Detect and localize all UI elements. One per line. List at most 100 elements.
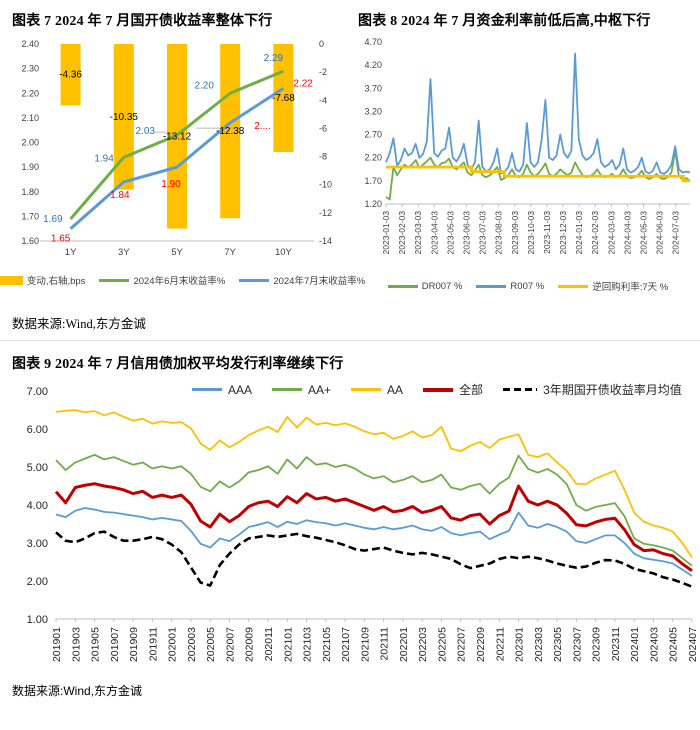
svg-text:2023-01-03: 2023-01-03 [381, 211, 391, 255]
svg-text:3.20: 3.20 [364, 106, 382, 116]
svg-text:1Y: 1Y [65, 247, 77, 258]
svg-text:202303: 202303 [533, 627, 545, 662]
svg-text:2.30: 2.30 [21, 64, 39, 74]
svg-text:202401: 202401 [629, 627, 641, 662]
svg-text:202203: 202203 [417, 627, 429, 662]
legend-swatch-icon [0, 275, 23, 285]
legend-swatch-icon [272, 388, 303, 391]
svg-text:202403: 202403 [648, 627, 660, 662]
svg-text:202201: 202201 [398, 627, 410, 662]
svg-text:202301: 202301 [514, 627, 526, 662]
figure7-chart: 2.40 2.30 2.20 2.10 2.00 1.90 1.80 1.70 1.60 0 -2 -… [21, 39, 332, 258]
svg-text:201905: 201905 [90, 627, 102, 662]
svg-text:202305: 202305 [552, 627, 564, 662]
figure7-legend: 变动,右轴,bps 2024年6月末收益率% 2024年7月末收益率% [0, 273, 365, 287]
legend-item--7-: 逆回购利率:7天 % [558, 279, 668, 293]
svg-text:2023-07-03: 2023-07-03 [478, 211, 488, 255]
svg-text:3Y: 3Y [118, 247, 130, 258]
legend-label: DR007 % [421, 280, 463, 292]
svg-text:4.20: 4.20 [364, 60, 382, 70]
svg-text:2.40: 2.40 [21, 39, 39, 49]
legend-swatch-icon [503, 388, 538, 391]
svg-text:4.00: 4.00 [27, 500, 48, 512]
svg-text:2.00: 2.00 [21, 138, 39, 148]
svg-text:1.70: 1.70 [364, 176, 382, 186]
svg-text:202003: 202003 [186, 627, 198, 662]
svg-text:-7.68: -7.68 [272, 93, 295, 104]
svg-text:202207: 202207 [456, 627, 468, 662]
svg-text:201903: 201903 [70, 627, 82, 662]
svg-text:2023-10-03: 2023-10-03 [526, 211, 536, 255]
legend-swatch-icon [558, 284, 589, 288]
svg-text:202101: 202101 [282, 627, 294, 662]
svg-text:202009: 202009 [244, 627, 256, 662]
svg-text:2023-08-03: 2023-08-03 [494, 211, 504, 255]
legend-item-2024-7-: 2024年7月末收益率% [239, 273, 365, 287]
svg-text:-4.36: -4.36 [59, 70, 82, 81]
figure9-section: 图表 9 2024 年 7 月信用债加权平均发行利率继续下行 AAA AA+ AA 全… [0, 340, 700, 699]
legend-label: AA+ [308, 382, 332, 397]
svg-text:202109: 202109 [359, 627, 371, 662]
svg-text:202107: 202107 [340, 627, 352, 662]
figure7-source: 数据来源:Wind,东方金诚 [12, 317, 146, 331]
svg-text:-10.35: -10.35 [110, 112, 139, 123]
figure8-title: 图表 8 2024 年 7 月资金利率前低后高,中枢下行 [358, 14, 651, 29]
svg-text:202309: 202309 [591, 627, 603, 662]
svg-text:2024-02-03: 2024-02-03 [590, 211, 600, 255]
svg-text:6.00: 6.00 [27, 424, 48, 436]
svg-text:1.94: 1.94 [94, 153, 114, 164]
svg-text:4.70: 4.70 [364, 37, 382, 47]
svg-text:202007: 202007 [224, 627, 236, 662]
svg-text:-8: -8 [319, 152, 327, 162]
svg-text:2.10: 2.10 [21, 113, 39, 123]
figure7-section: 图表 7 2024 年 7 月国开债收益率整体下行 2.40 2.30 2.20 2.… [0, 4, 365, 332]
legend-swatch-icon [192, 388, 222, 391]
svg-text:2023-02-03: 2023-02-03 [397, 211, 407, 255]
legend-label: 全部 [459, 383, 484, 397]
svg-text:2.20: 2.20 [194, 80, 214, 91]
legend-swatch-icon [99, 278, 130, 282]
legend-label: 2024年7月末收益率% [273, 276, 366, 287]
figure9-legend: AAA AA+ AA 全部 3年期国开债收益率月均值 [192, 381, 682, 398]
svg-text:2024-03-03: 2024-03-03 [606, 211, 616, 255]
legend-item-r007-: R007 % [476, 281, 544, 292]
legend-item-2024-6-: 2024年6月末收益率% [99, 273, 225, 287]
legend-swatch-icon [476, 284, 507, 288]
svg-text:2024-07-03: 2024-07-03 [671, 211, 681, 255]
svg-text:2.29: 2.29 [264, 53, 284, 64]
svg-text:202011: 202011 [263, 627, 275, 661]
svg-text:3.70: 3.70 [364, 83, 382, 93]
svg-text:0: 0 [319, 39, 324, 49]
svg-text:2.22: 2.22 [293, 78, 313, 89]
svg-text:-6: -6 [319, 123, 327, 133]
svg-text:202103: 202103 [302, 627, 314, 662]
svg-text:5Y: 5Y [171, 247, 183, 258]
svg-text:202005: 202005 [205, 627, 217, 662]
svg-text:2023-04-03: 2023-04-03 [429, 211, 439, 255]
svg-text:-14: -14 [319, 236, 332, 246]
svg-text:2.20: 2.20 [364, 153, 382, 163]
legend-label: AAA [228, 382, 253, 397]
svg-text:202311: 202311 [610, 627, 622, 661]
svg-text:202105: 202105 [321, 627, 333, 662]
svg-text:202307: 202307 [571, 627, 583, 662]
legend-label: 3年期国开债收益率月均值 [543, 383, 682, 397]
svg-text:-12: -12 [319, 208, 332, 218]
svg-text:3.00: 3.00 [27, 538, 48, 550]
legend-label: 逆回购利率:7天 % [592, 282, 669, 293]
svg-text:1.80: 1.80 [21, 187, 39, 197]
svg-text:1.65: 1.65 [51, 234, 71, 245]
svg-text:202001: 202001 [167, 627, 179, 662]
svg-text:2024-01-03: 2024-01-03 [574, 211, 584, 255]
svg-text:2023-12-03: 2023-12-03 [558, 211, 568, 255]
svg-text:202205: 202205 [436, 627, 448, 662]
svg-text:202211: 202211 [494, 627, 506, 661]
legend-item--bps: 变动,右轴,bps [0, 273, 85, 287]
figure9-chart-wrap: AAA AA+ AA 全部 3年期国开债收益率月均值 7.00 6.00 5.00 4.00 3… [10, 377, 700, 678]
svg-text:202405: 202405 [668, 627, 680, 662]
svg-text:2.70: 2.70 [364, 130, 382, 140]
figure9-title: 图表 9 2024 年 7 月信用债加权平均发行利率继续下行 [12, 357, 344, 372]
svg-text:-10: -10 [319, 180, 332, 190]
